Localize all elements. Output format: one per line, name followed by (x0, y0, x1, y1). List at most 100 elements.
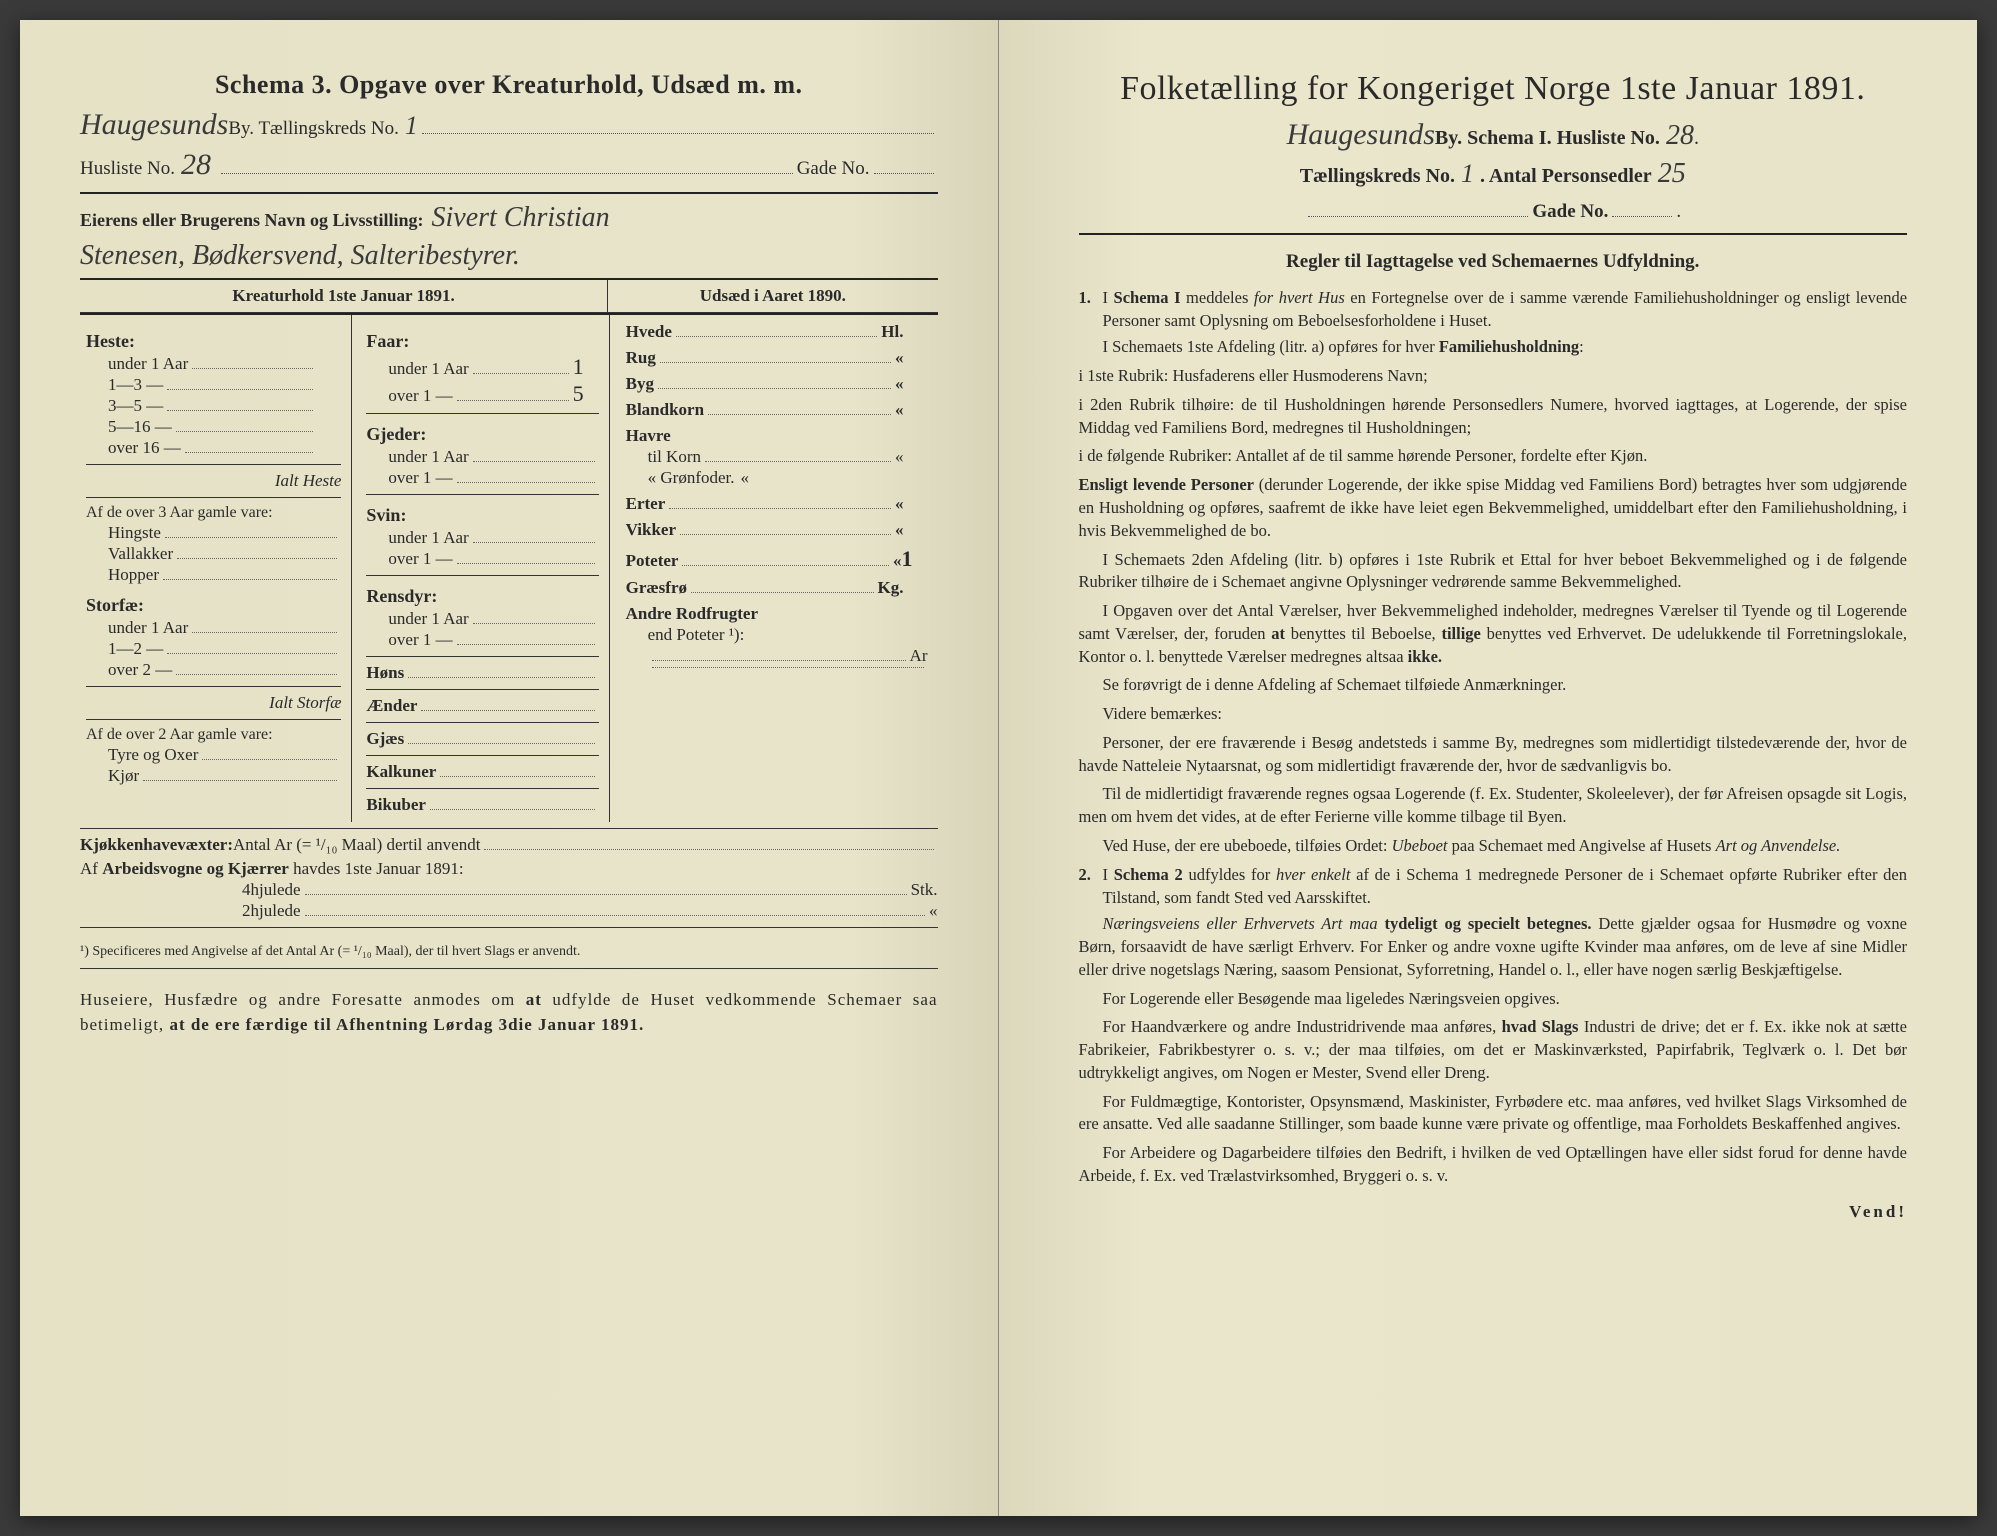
para: For Fuldmægtige, Kontorister, Opsynsmænd… (1079, 1091, 1908, 1137)
owner-line1: Eierens eller Brugerens Navn og Livsstil… (80, 202, 938, 234)
table-row: under 1 Aar (388, 447, 598, 467)
para: Ensligt levende Personer (derunder Loger… (1079, 474, 1908, 542)
para: For Logerende eller Besøgende maa ligele… (1079, 988, 1908, 1011)
gade-label: Gade No. (1532, 201, 1608, 223)
divider (86, 497, 341, 498)
dotline (874, 153, 934, 174)
table-row: 2hjulede« (242, 901, 938, 921)
column-headers: Kreaturhold 1ste Januar 1891. Udsæd i Aa… (80, 278, 938, 313)
table-row: GræsfrøKg. (626, 578, 928, 598)
table-row: Kjør (108, 766, 341, 786)
table-row: Tyre og Oxer (108, 745, 341, 765)
rule-text: I Schema 2 udfyldes for hver enkelt af d… (1103, 864, 1908, 910)
divider (80, 828, 938, 829)
table-row: over 1 —5 (388, 381, 598, 407)
faar-head: Faar: (366, 331, 598, 352)
rules-body: 1. I Schema I meddeles for hvert Hus en … (1079, 287, 1908, 1188)
table-row: Hopper (108, 565, 341, 585)
table-row (648, 667, 928, 668)
para: Personer, der ere fraværende i Besøg and… (1079, 732, 1908, 778)
heste-head: Heste: (86, 331, 341, 352)
rule-text: I Schema I meddeles for hvert Hus en For… (1103, 287, 1908, 333)
para: Ved Huse, der ere ubeboede, tilføies Ord… (1079, 835, 1908, 858)
table-row: Poteter«1 (626, 546, 928, 572)
city-handwriting: Haugesunds (80, 108, 228, 142)
table-row: under 1 Aar (388, 609, 598, 629)
table-row: Havre (626, 426, 928, 446)
owner-name2: Stenesen, Bødkersvend, Salteribestyrer. (80, 240, 520, 272)
table-row: over 2 — (108, 660, 341, 680)
ialt-heste: Ialt Heste (86, 471, 341, 491)
census-title: Folketælling for Kongeriget Norge 1ste J… (1079, 70, 1908, 108)
para: I Schemaets 2den Afdeling (litr. b) opfø… (1079, 549, 1908, 595)
divider (366, 755, 598, 756)
table-row: Kalkuner (366, 762, 598, 782)
city-line: Haugesunds By. Tællingskreds No. 1 (80, 108, 938, 142)
para: i 2den Rubrik tilhøire: de til Husholdni… (1079, 394, 1908, 440)
foot-paragraph: Huseiere, Husfædre og andre Foresatte an… (80, 987, 938, 1038)
divider (366, 689, 598, 690)
husliste-line: Husliste No. 28 Gade No. (80, 148, 938, 182)
book-spread: Schema 3. Opgave over Kreaturhold, Udsæd… (20, 20, 1977, 1516)
table-row: end Poteter ¹): (648, 625, 928, 645)
table-row: Rug« (626, 348, 928, 368)
para: Se forøvrigt de i denne Afdeling af Sche… (1079, 674, 1908, 697)
table-row: « Grønfoder.« (648, 468, 928, 488)
table-row: til Korn« (648, 447, 928, 467)
rule-2: 2. I Schema 2 udfyldes for hver enkelt a… (1079, 864, 1908, 910)
heste-sub-rows: Hingste Vallakker Hopper (86, 523, 341, 585)
ialt-storfae: Ialt Storfæ (86, 693, 341, 713)
table-row: Gjæs (366, 729, 598, 749)
table-row: Vikker« (626, 520, 928, 540)
r-kreds-line: Tællingskreds No. 1 . Antal Personsedler… (1079, 158, 1908, 190)
table-row: Høns (366, 663, 598, 683)
para: Til de midlertidigt fraværende regnes og… (1079, 783, 1908, 829)
owner-line2: Stenesen, Bødkersvend, Salteribestyrer. (80, 240, 938, 272)
table-row: HvedeHl. (626, 322, 928, 342)
divider (80, 927, 938, 928)
table-row: over 16 — (108, 438, 341, 458)
table-row: Erter« (626, 494, 928, 514)
rensdyr-head: Rensdyr: (366, 586, 598, 607)
table-row: over 1 — (388, 549, 598, 569)
col-udsaed: HvedeHl. Rug« Byg« Blandkorn« Havre til … (610, 315, 938, 822)
table-row: Ar (648, 646, 928, 666)
rules-title: Regler til Iagttagelse ved Schemaernes U… (1079, 251, 1908, 273)
rule-number: 1. (1079, 287, 1103, 333)
gade-label: Gade No. (797, 158, 870, 180)
table-row: under 1 Aar1 (388, 354, 598, 380)
para: i 1ste Rubrik: Husfaderens eller Husmode… (1079, 365, 1908, 388)
schema3-title: Schema 3. Opgave over Kreaturhold, Udsæd… (80, 70, 938, 100)
table-row: over 1 — (388, 630, 598, 650)
table-row: 3—5 — (108, 396, 341, 416)
table-row: under 1 Aar (108, 618, 341, 638)
para: Næringsveiens eller Erhvervets Art maa t… (1079, 913, 1908, 981)
left-page: Schema 3. Opgave over Kreaturhold, Udsæd… (20, 20, 999, 1516)
table-row: Hingste (108, 523, 341, 543)
divider (86, 686, 341, 687)
kjokken-line: Kjøkkenhavevæxter: Antal Ar (= ¹/₁₀ Maal… (80, 835, 938, 855)
para: i de følgende Rubriker: Antallet af de t… (1079, 445, 1908, 468)
divider (80, 968, 938, 969)
table-row: 1—2 — (108, 639, 341, 659)
divider (366, 413, 598, 414)
table-row: 4hjuledeStk. (242, 880, 938, 900)
para: Videre bemærkes: (1079, 703, 1908, 726)
storfae-sub-intro: Af de over 2 Aar gamle vare: (86, 726, 341, 744)
table-row: 1—3 — (108, 375, 341, 395)
divider (366, 494, 598, 495)
table-row: Andre Rodfrugter (626, 604, 928, 624)
divider (80, 192, 938, 194)
table-row: Bikuber (366, 795, 598, 815)
rule-number: 2. (1079, 864, 1103, 910)
rule-1: 1. I Schema I meddeles for hvert Hus en … (1079, 287, 1908, 333)
kreds-no: 1 (1461, 159, 1474, 189)
husliste-no: 28 (1666, 120, 1694, 152)
col-smaa-dyr: Faar: under 1 Aar1 over 1 —5 Gjeder: und… (352, 315, 609, 822)
table-row: under 1 Aar (388, 528, 598, 548)
table-row: 5—16 — (108, 417, 341, 437)
para: I Opgaven over det Antal Værelser, hver … (1079, 600, 1908, 668)
r-gade-line: Gade No. . (1079, 196, 1908, 223)
hjul-rows: 4hjuledeStk. 2hjulede« (220, 880, 938, 921)
right-page: Folketælling for Kongeriget Norge 1ste J… (999, 20, 1978, 1516)
